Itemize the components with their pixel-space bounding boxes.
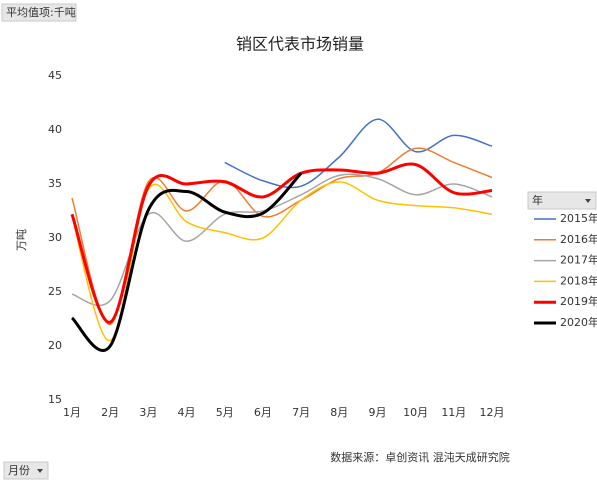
chart-title: 销区代表市场销量 bbox=[236, 35, 364, 54]
legend-label: 2018年 bbox=[560, 273, 597, 287]
axis-field-label: 月份 bbox=[8, 464, 30, 477]
y-tick-label: 25 bbox=[48, 285, 62, 298]
series-line bbox=[224, 118, 493, 189]
legend-label: 2015年 bbox=[560, 211, 597, 225]
x-tick-label: 11月 bbox=[441, 406, 466, 419]
y-tick-label: 35 bbox=[48, 177, 62, 190]
source-note: 数据来源：卓创资讯 混沌天成研究院 bbox=[330, 450, 510, 464]
x-tick-label: 10月 bbox=[403, 406, 428, 419]
x-tick-label: 7月 bbox=[292, 406, 310, 419]
legend-field-button[interactable] bbox=[527, 191, 597, 210]
value-field-button[interactable] bbox=[1, 3, 77, 22]
legend-label: 2019年 bbox=[560, 294, 597, 308]
y-tick-label: 20 bbox=[48, 339, 62, 352]
legend-label: 2016年 bbox=[560, 232, 597, 246]
legend-label: 2017年 bbox=[560, 253, 597, 267]
x-tick-label: 4月 bbox=[178, 406, 196, 419]
x-tick-label: 5月 bbox=[216, 406, 234, 419]
legend-field-label: 年 bbox=[532, 193, 543, 207]
y-tick-label: 45 bbox=[48, 69, 62, 82]
y-tick-label: 40 bbox=[48, 123, 62, 136]
series-line bbox=[70, 172, 303, 352]
x-tick-label: 12月 bbox=[480, 406, 505, 419]
x-tick-label: 9月 bbox=[368, 406, 386, 419]
value-field-label: 平均值项:千吨 bbox=[6, 6, 76, 19]
x-tick-label: 6月 bbox=[254, 406, 272, 419]
x-tick-label: 1月 bbox=[63, 406, 81, 419]
series-line bbox=[70, 162, 493, 324]
x-tick-label: 2月 bbox=[101, 406, 119, 419]
series-line bbox=[71, 173, 493, 307]
x-tick-label: 8月 bbox=[330, 406, 348, 419]
axis-field-button[interactable] bbox=[3, 461, 49, 480]
legend-label: 2020年 bbox=[560, 315, 597, 329]
dropdown-icon bbox=[37, 469, 43, 473]
x-tick-label: 3月 bbox=[139, 406, 157, 419]
y-tick-label: 15 bbox=[48, 393, 62, 406]
dropdown-icon bbox=[585, 199, 591, 203]
y-axis-label: 万吨 bbox=[15, 229, 28, 251]
y-tick-label: 30 bbox=[48, 231, 62, 244]
